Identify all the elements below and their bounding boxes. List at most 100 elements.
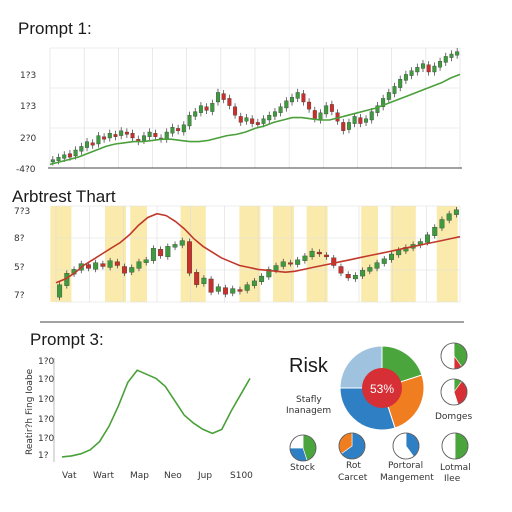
chart2-candle-8 — [114, 261, 120, 266]
chart1-candle-11 — [113, 134, 118, 137]
chart2-candle-26 — [244, 284, 250, 291]
chart2-candle-32 — [288, 262, 293, 265]
top-mini-pie-0-slice-2 — [440, 342, 455, 370]
chart2-candle-39 — [338, 266, 344, 274]
chart1-candle-45 — [307, 101, 312, 110]
chart3-xtick-2: Wart — [93, 471, 115, 481]
chart2-candle-31 — [280, 261, 286, 267]
chart1-candle-12 — [119, 130, 124, 136]
chart2-y-ticks: 7?3 8? 5? 7? — [14, 207, 30, 301]
chart1-candle-59 — [386, 92, 391, 100]
chart2-candle-37 — [324, 254, 329, 258]
chart1-candle-0 — [50, 159, 55, 163]
chart1-candle-8 — [96, 135, 101, 145]
chart1-candle-6 — [85, 141, 89, 148]
chart1-candle-28 — [210, 103, 215, 112]
mini-pie-shapes — [289, 432, 469, 462]
chart2-title: Arbtrest Thart — [12, 187, 116, 206]
chart1-candle-53 — [352, 116, 357, 124]
candlestick-chart-1: Prompt 1: 1?3 1?3 2?0 -4?0 — [16, 19, 462, 175]
chart1-candle-56 — [369, 111, 374, 121]
chart1-candle-40 — [278, 106, 283, 113]
chart1-candle-17 — [147, 131, 152, 137]
chart3-xtick-3: Map — [130, 471, 149, 481]
chart3-ylabel: Reatir?h Fing Ioabe — [25, 368, 35, 455]
chart2-candle-13 — [150, 248, 156, 261]
chart1-candle-58 — [381, 98, 386, 107]
chart1-candle-61 — [398, 79, 403, 88]
chart1-ytick-1: 1?3 — [20, 71, 36, 81]
chart1-candle-1 — [56, 157, 61, 161]
chart3-xtick-1: Vat — [62, 471, 77, 481]
chart2-candle-25 — [237, 289, 243, 292]
chart2-band-3 — [180, 206, 206, 302]
chart2-candle-14 — [158, 249, 164, 257]
mini-pie-2-outline — [392, 432, 420, 460]
chart1-candles — [50, 48, 460, 166]
chart1-candle-52 — [346, 122, 351, 130]
mini-pies-row: Stock Rot Carcet Portoral Mangement Lotm… — [289, 432, 471, 484]
chart1-candle-42 — [290, 97, 294, 103]
chart1-candle-27 — [204, 106, 209, 111]
chart1-trend-line — [49, 73, 461, 166]
chart2-candle-47 — [396, 250, 402, 256]
chart2-candle-22 — [215, 286, 221, 292]
chart1-candle-49 — [329, 104, 334, 112]
chart1-candle-43 — [295, 92, 300, 99]
chart2-band-4 — [239, 206, 261, 302]
chart2-candle-16 — [172, 244, 178, 248]
mini-pie-3-label-1: Portoral — [388, 461, 423, 471]
chart1-candle-24 — [187, 115, 192, 127]
risk-center-label: 53% — [370, 382, 394, 396]
chart1-candle-9 — [102, 136, 107, 140]
chart2-candle-21 — [208, 278, 214, 293]
chart1-candle-71 — [455, 51, 460, 56]
chart2-candle-24 — [230, 288, 236, 294]
chart1-candle-2 — [62, 154, 67, 159]
mini-pie-2-label-2: Carcet — [338, 473, 368, 483]
chart1-candle-31 — [227, 98, 232, 106]
chart1-y-ticks: 1?3 1?3 2?0 -4?0 — [16, 71, 37, 175]
chart2-candle-53 — [439, 219, 445, 229]
chart2-candle-9 — [122, 266, 127, 274]
chart3-xtick-5: Jup — [197, 471, 212, 481]
chart1-candle-65 — [421, 63, 425, 69]
mini-pie-3-outline — [441, 432, 469, 460]
chart2-candle-12 — [143, 259, 149, 263]
chart2-candle-7 — [107, 260, 113, 268]
chart1-candle-51 — [341, 122, 346, 131]
chart2-candle-28 — [259, 275, 265, 282]
chart2-candle-40 — [345, 274, 351, 279]
chart2-candle-29 — [266, 269, 272, 278]
chart2-candle-18 — [187, 241, 192, 274]
chart2-candle-52 — [432, 226, 438, 236]
chart1-candle-21 — [170, 127, 175, 134]
chart2-ytick-4: 7? — [14, 291, 25, 301]
chart1-candle-29 — [216, 92, 220, 103]
chart3-series-line — [61, 369, 251, 458]
line-chart-3: Prompt 3: Reatir?h Fing Ioabe 1?0 1?0 1?… — [25, 330, 253, 481]
chart1-candle-46 — [312, 110, 317, 119]
chart3-ytick-3: 1?0 — [38, 395, 55, 405]
chart1-candle-37 — [261, 118, 266, 124]
chart3-ytick-4: 1?0 — [38, 415, 55, 425]
chart1-candle-16 — [141, 135, 146, 141]
chart2-candle-51 — [425, 234, 430, 243]
chart2-band-7 — [361, 206, 378, 302]
chart1-candle-44 — [301, 93, 306, 103]
top-mini-pie-0-outline — [440, 342, 468, 370]
chart1-candle-38 — [267, 115, 272, 121]
mini-pie-3-slice-0 — [454, 432, 469, 460]
risk-right-label: Domges — [435, 412, 472, 422]
chart2-candle-15 — [165, 246, 171, 258]
chart1-ytick-4: -4?0 — [16, 165, 36, 175]
chart2-candles — [57, 206, 459, 301]
chart1-candle-54 — [358, 117, 363, 124]
risk-center-disc — [362, 368, 402, 408]
chart2-candle-54 — [446, 213, 452, 221]
chart2-ytick-2: 8? — [14, 234, 25, 244]
chart1-candle-5 — [79, 146, 84, 152]
chart1-candle-70 — [449, 53, 454, 58]
risk-pie-section: Risk Stafly Inanagem 53% Domges — [286, 342, 472, 431]
chart1-ytick-3: 2?0 — [20, 134, 37, 144]
